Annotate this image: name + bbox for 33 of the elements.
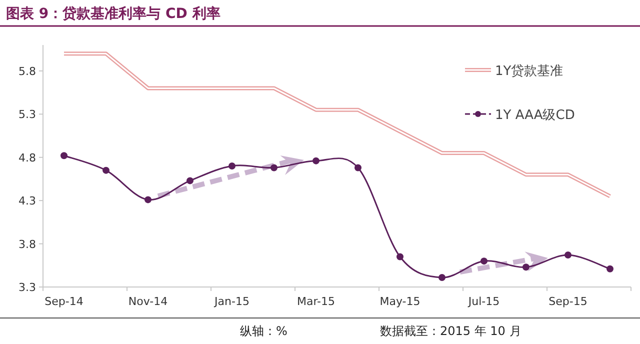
point (606, 265, 614, 272)
point (186, 177, 194, 184)
point (480, 258, 488, 265)
chart-title: 图表 9：贷款基准利率与 CD 利率 (6, 5, 220, 22)
y-tick-label: 3.8 (18, 238, 36, 251)
line-series (62, 52, 612, 198)
point (522, 264, 530, 271)
y-tick-label: 4.8 (18, 151, 36, 164)
x-tick-label: Jul-15 (467, 295, 500, 308)
y-tick-label: 5.3 (18, 108, 36, 122)
point (102, 166, 110, 174)
point (438, 274, 446, 281)
point (354, 164, 362, 172)
point (60, 152, 68, 160)
legend-label: 1Y AAA级CD (495, 108, 575, 123)
point (396, 253, 404, 260)
text: 数据截至：2015 年 10 月 (380, 324, 522, 338)
x-tick-label: Sep-15 (548, 295, 588, 308)
point (144, 196, 152, 204)
legend-label: 1Y贷款基准 (495, 64, 564, 79)
text: 纵轴：% (240, 324, 288, 338)
y-tick-label: 4.3 (18, 194, 36, 208)
x-tick-label: Nov-14 (128, 295, 168, 308)
point (564, 252, 572, 259)
point (270, 164, 278, 172)
x-tick-label: May-15 (380, 295, 420, 308)
x-tick-label: Sep-14 (44, 295, 84, 308)
x-tick-label: Mar-15 (296, 295, 336, 308)
point (312, 157, 320, 164)
x-tick-label: Jan-15 (214, 295, 250, 308)
y-tick-label: 5.8 (18, 64, 36, 78)
point (228, 162, 236, 170)
y-tick-label: 3.3 (18, 281, 36, 294)
